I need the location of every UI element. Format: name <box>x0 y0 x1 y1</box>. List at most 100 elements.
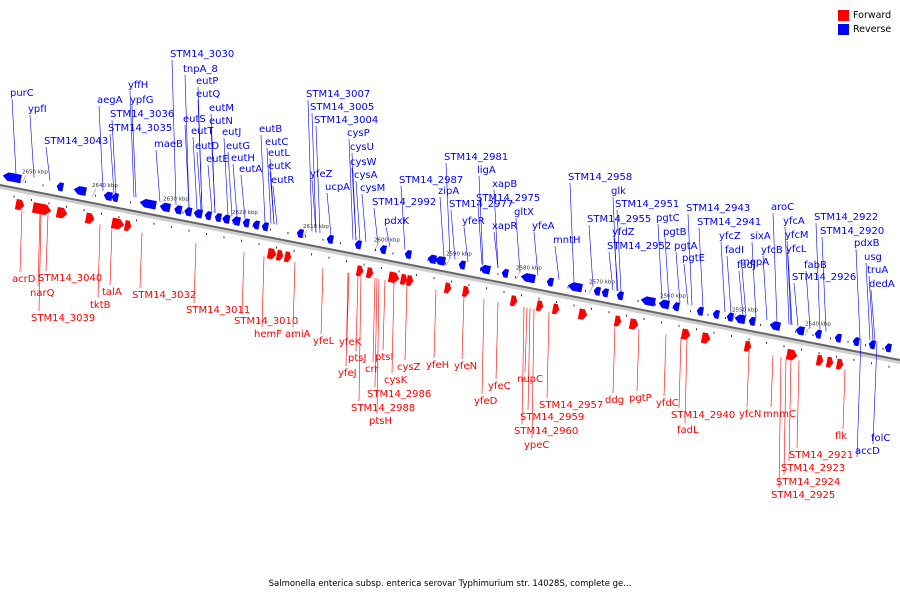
reverse-gene-leader <box>260 134 266 223</box>
forward-gene-label: STM14_2960 <box>514 426 578 437</box>
gene-arrow <box>700 332 711 344</box>
reverse-gene-leader <box>326 192 332 236</box>
reverse-gene-label: STM14_2987 <box>399 175 463 186</box>
reverse-gene-label: STM14_2951 <box>615 199 679 210</box>
reverse-gene-leader <box>192 136 198 210</box>
forward-gene-leader <box>97 224 101 299</box>
gene-arrow <box>852 337 861 347</box>
gene-shape <box>231 216 241 226</box>
reverse-gene-leader <box>355 180 361 242</box>
scale-tick-mark <box>91 188 97 198</box>
gene-shape <box>769 321 781 331</box>
forward-gene-label: STM14_3032 <box>132 290 196 301</box>
gene-arrow <box>748 316 757 327</box>
reverse-gene-leader <box>616 209 622 292</box>
gene-arrow <box>734 314 746 325</box>
reverse-gene-leader <box>98 105 104 192</box>
reverse-gene-label: STM14_2926 <box>792 272 856 283</box>
scale-tick-label: 2640 kbp <box>92 183 118 189</box>
reverse-gene-leader <box>184 74 190 208</box>
gene-shape <box>734 314 746 325</box>
forward-gene-leader <box>531 308 535 439</box>
forward-gene-label: ypeC <box>524 440 549 451</box>
reverse-gene-leader <box>664 237 670 302</box>
gene-shape <box>222 214 231 224</box>
gene-shape <box>266 247 277 260</box>
forward-gene-label: yfcN <box>739 409 761 420</box>
forward-gene-leader <box>320 267 324 335</box>
gene-shape <box>672 302 681 312</box>
reverse-gene-leader <box>554 245 560 280</box>
reverse-gene-label: yfeZ <box>310 169 333 180</box>
reverse-gene-leader <box>439 196 445 258</box>
gene-shape <box>748 316 757 327</box>
reverse-gene-leader <box>445 162 451 259</box>
forward-gene-label: STM14_2959 <box>520 412 584 423</box>
reverse-gene-leader <box>463 226 469 263</box>
reverse-gene-leader <box>348 138 354 240</box>
reverse-gene-leader <box>856 338 862 458</box>
forward-gene-label: pgtP <box>629 393 652 404</box>
forward-gene-label: STM14_3039 <box>31 313 95 324</box>
gene-arrow <box>835 358 844 370</box>
gene-shape <box>110 217 125 230</box>
forward-gene-leader <box>355 274 359 352</box>
reverse-gene-label: pgtC <box>656 213 680 224</box>
forward-gene-label: nupC <box>517 374 543 385</box>
forward-gene-label: yfeL <box>313 336 335 347</box>
gene-shape <box>825 356 834 368</box>
reverse-gene-leader <box>45 146 51 181</box>
forward-gene-leader <box>770 355 774 408</box>
forward-gene-leader <box>778 356 782 489</box>
gene-shape <box>326 234 335 244</box>
reverse-gene-label: STM14_2975 <box>476 193 540 204</box>
gene-arrow <box>296 229 305 239</box>
gene-shape <box>640 296 656 307</box>
forward-gene-label: yfeJ <box>338 368 357 379</box>
gene-shape <box>616 291 625 301</box>
gene-shape <box>159 202 171 213</box>
legend: Forward Reverse <box>838 8 891 36</box>
reverse-gene-leader <box>269 171 275 225</box>
forward-gene-leader <box>391 281 395 374</box>
reverse-gene-label: maeB <box>154 139 183 150</box>
reverse-gene-leader <box>786 240 792 325</box>
reverse-gene-leader <box>109 133 115 194</box>
reverse-gene-label: STM14_3005 <box>310 102 374 113</box>
gene-shape <box>868 340 877 350</box>
reverse-gene-label: STM14_3043 <box>44 136 108 147</box>
gene-arrow <box>283 251 292 263</box>
gene-arrow <box>399 273 408 285</box>
gene-arrow <box>785 348 798 361</box>
reverse-gene-label: fadI <box>725 245 744 256</box>
reverse-gene-label: yfcL <box>786 244 807 255</box>
gene-arrow <box>174 205 183 215</box>
gene-shape <box>551 303 560 315</box>
gene-shape <box>214 213 223 223</box>
gene-arrow <box>387 271 400 283</box>
gene-arrow <box>769 321 781 331</box>
reverse-gene-label: purC <box>10 88 34 99</box>
reverse-gene-leader <box>675 251 681 304</box>
reverse-gene-leader <box>266 147 272 224</box>
gene-shape <box>726 312 735 322</box>
reverse-gene-label: pgtE <box>682 253 705 264</box>
gene-shape <box>815 354 824 366</box>
reverse-gene-label: STM14_2977 <box>449 199 513 210</box>
reverse-gene-label: accD <box>855 446 880 457</box>
gene-arrow <box>868 340 877 350</box>
gene-arrow <box>252 220 261 230</box>
reverse-gene-label: fadJ <box>737 260 756 271</box>
reverse-gene-label: xapR <box>492 221 517 232</box>
reverse-gene-leader <box>351 167 357 241</box>
gene-arrow <box>535 300 544 312</box>
forward-gene-leader <box>788 358 792 462</box>
reverse-gene-leader <box>493 189 499 268</box>
gene-shape <box>261 222 270 232</box>
gene-shape <box>193 209 203 219</box>
gene-arrow <box>567 282 583 293</box>
reverse-gene-label: STM14_3030 <box>170 49 234 60</box>
gene-arrow <box>613 315 622 327</box>
gene-arrow <box>31 202 52 216</box>
gene-shape <box>535 300 544 312</box>
